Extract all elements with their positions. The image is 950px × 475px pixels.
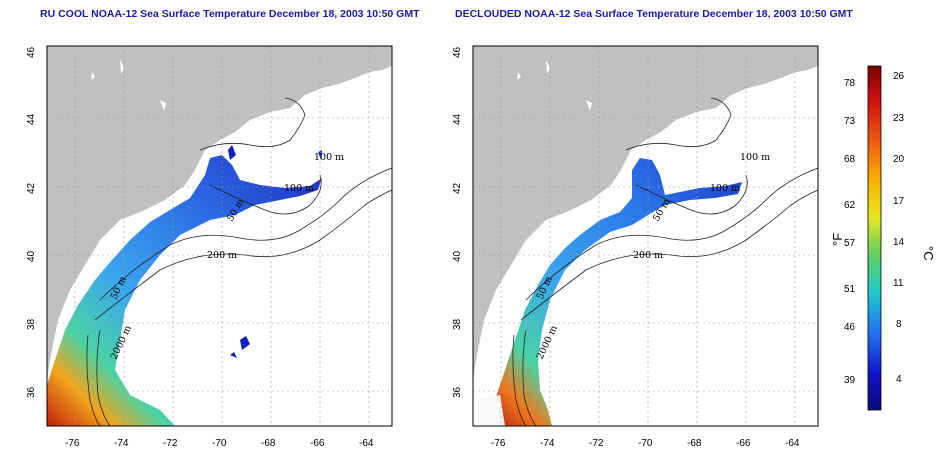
c-tick-label: 8 xyxy=(896,319,902,330)
x-tick-label: -70 xyxy=(638,438,653,449)
x-axis-ticks: -76 -74 -72 -70 -68 -66 -64 xyxy=(65,438,374,449)
x-tick-label: -76 xyxy=(65,438,80,449)
contour-label: 100 m xyxy=(314,152,344,163)
contour-label: 100 m xyxy=(284,183,314,194)
f-tick-label: 46 xyxy=(844,322,856,333)
x-tick-label: -74 xyxy=(114,438,129,449)
f-tick-label: 57 xyxy=(844,238,856,249)
x-tick-label: -66 xyxy=(736,438,751,449)
c-tick-label: 26 xyxy=(893,71,905,82)
panel-left-title: RU COOL NOAA-12 Sea Surface Temperature … xyxy=(40,8,420,20)
panel-right-map: 100 m 100 m 50 m 200 m 50 m 2000 m -76 -… xyxy=(452,45,819,449)
colorbar: 78 73 68 62 57 51 46 39 26 23 20 17 14 1… xyxy=(830,65,936,411)
contour-label: 200 m xyxy=(633,250,663,261)
c-tick-label: 23 xyxy=(893,113,905,124)
f-tick-label: 78 xyxy=(844,78,856,89)
f-tick-label: 62 xyxy=(844,200,856,211)
x-tick-label: -74 xyxy=(540,438,555,449)
y-tick-label: 46 xyxy=(26,46,37,58)
x-axis-ticks: -76 -74 -72 -70 -68 -66 -64 xyxy=(491,438,800,449)
c-tick-label: 11 xyxy=(893,278,904,289)
x-tick-label: -70 xyxy=(212,438,227,449)
graticule xyxy=(473,46,818,426)
land-mass xyxy=(473,46,818,380)
f-tick-label: 68 xyxy=(844,154,856,165)
x-tick-label: -72 xyxy=(589,438,604,449)
fahrenheit-label: °F xyxy=(830,233,845,246)
y-tick-label: 36 xyxy=(26,386,37,398)
contour-label: 200 m xyxy=(207,250,237,261)
y-tick-label: 46 xyxy=(452,46,463,58)
f-tick-label: 39 xyxy=(844,375,856,386)
bathymetry-contours xyxy=(512,97,819,427)
y-tick-label: 36 xyxy=(452,386,463,398)
f-tick-label: 51 xyxy=(844,284,856,295)
c-tick-label: 17 xyxy=(893,196,905,207)
y-tick-label: 44 xyxy=(26,113,37,125)
land-mass xyxy=(47,46,392,380)
c-tick-label: 14 xyxy=(893,237,905,248)
y-tick-label: 40 xyxy=(26,250,37,262)
contour-label: 100 m xyxy=(710,183,740,194)
contour-label: 100 m xyxy=(740,152,770,163)
y-axis-ticks: 36 38 40 42 44 46 xyxy=(26,46,37,398)
y-tick-label: 38 xyxy=(26,318,37,330)
celsius-label: °C xyxy=(921,246,936,261)
panel-left-map: 100 m 100 m 50 m 200 m 50 m 2000 m -76 -… xyxy=(26,45,393,449)
x-tick-label: -64 xyxy=(785,438,800,449)
y-axis-ticks: 36 38 40 42 44 46 xyxy=(452,46,463,398)
x-tick-label: -66 xyxy=(310,438,325,449)
sst-data-overlay xyxy=(490,158,742,426)
panel-right-title: DECLOUDED NOAA-12 Sea Surface Temperatur… xyxy=(455,8,853,20)
f-tick-label: 73 xyxy=(844,116,856,127)
x-tick-label: -72 xyxy=(163,438,178,449)
bathymetry-contours xyxy=(86,97,393,427)
c-tick-label: 4 xyxy=(896,374,902,385)
graticule xyxy=(47,46,392,426)
colorbar-f-ticks: 78 73 68 62 57 51 46 39 xyxy=(844,78,856,386)
y-tick-label: 40 xyxy=(452,250,463,262)
x-tick-label: -68 xyxy=(687,438,702,449)
y-tick-label: 38 xyxy=(452,318,463,330)
y-tick-label: 42 xyxy=(452,182,463,194)
y-tick-label: 42 xyxy=(26,182,37,194)
y-tick-label: 44 xyxy=(452,113,463,125)
x-tick-label: -76 xyxy=(491,438,506,449)
sst-data-overlay xyxy=(47,155,322,426)
c-tick-label: 20 xyxy=(893,154,905,165)
x-tick-label: -64 xyxy=(359,438,374,449)
colorbar-c-ticks: 26 23 20 17 14 11 8 4 xyxy=(893,71,905,385)
x-tick-label: -68 xyxy=(261,438,276,449)
